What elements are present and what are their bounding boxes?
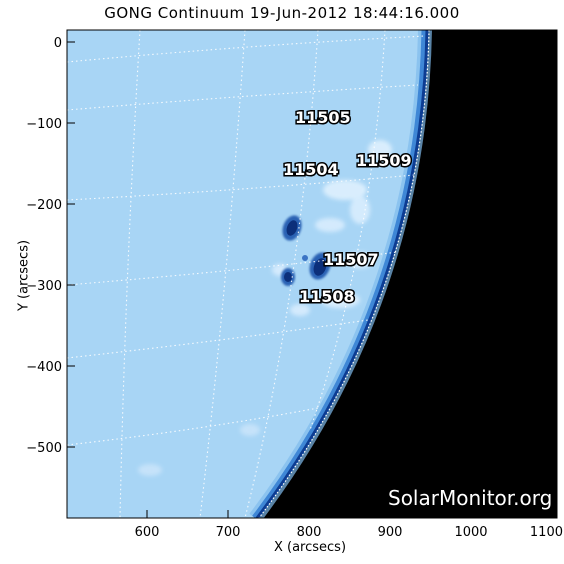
x-tick-700: 700 [216,525,241,540]
sunspots [281,215,331,286]
grid-lon-4 [309,30,386,431]
faculae [138,140,392,476]
x-tick-1000: 1000 [454,525,487,540]
ar-label-11508: 11508 [299,287,355,306]
grid-lat-5 [67,319,369,359]
ar-label-11507: 11507 [323,250,379,269]
grid-lat-2 [67,84,419,111]
y-tick-neg200: −200 [26,198,62,213]
axis-tick-marks [67,41,472,518]
ar-label-11505: 11505 [295,108,351,127]
x-tick-800: 800 [297,525,322,540]
active-region-labels: 11505 11504 11509 11507 11508 [282,107,414,308]
watermark: SolarMonitor.org [388,486,552,510]
limb-band-inner [255,30,429,518]
ar-label-11504: 11504 [283,160,339,179]
y-tick-neg400: −400 [26,360,62,375]
x-axis-label: X (arcsecs) [273,540,347,555]
grid-lon-1 [119,30,141,518]
y-axis-label: Y (arcsecs) [16,239,32,312]
heliographic-grid [67,30,426,518]
x-tick-labels: 600 700 800 900 1000 1100 [135,525,563,540]
y-tick-0: 0 [54,36,62,51]
x-tick-900: 900 [378,525,403,540]
y-tick-neg300: −300 [26,279,62,294]
image-title: GONG Continuum 19-Jun-2012 18:44:16.000 [104,4,460,22]
y-tick-neg500: −500 [26,441,62,456]
grid-lon-2 [199,30,246,518]
limb-outline [258,30,430,518]
ar-label-11509: 11509 [356,151,412,170]
sunspot-11507-umbra [313,258,327,276]
grid-lon-3 [244,30,319,518]
sunspot-small [302,255,308,261]
y-tick-neg100: −100 [26,117,62,132]
grid-lat-4 [67,251,399,286]
sunspot-11504-umbra [286,220,298,236]
x-tick-600: 600 [135,525,160,540]
limb-band-mid [252,30,429,518]
plot-frame [66,29,558,519]
y-tick-labels: 0 −100 −200 −300 −400 −500 [26,36,62,456]
sunspot-11508-umbra [284,272,292,282]
x-tick-1100: 1100 [530,525,563,540]
solar-disk [67,30,425,518]
